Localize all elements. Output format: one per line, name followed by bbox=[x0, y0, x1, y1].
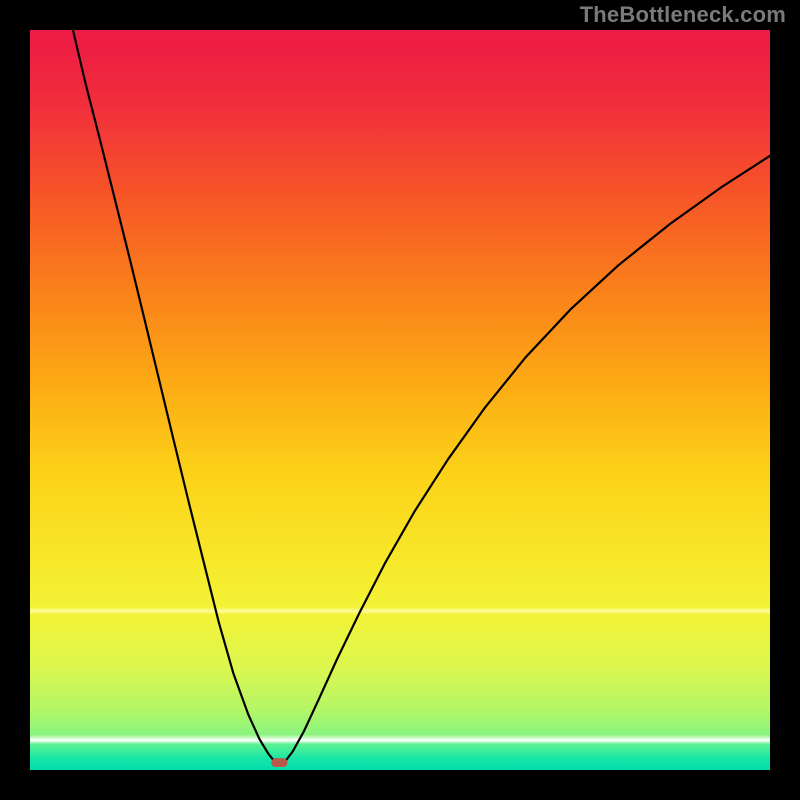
bottleneck-chart-svg bbox=[30, 30, 770, 770]
chart-container: { "watermark": "TheBottleneck.com", "cha… bbox=[0, 0, 800, 800]
plot-area bbox=[30, 30, 770, 770]
gradient-background bbox=[30, 30, 770, 770]
watermark-text: TheBottleneck.com bbox=[580, 2, 786, 28]
minimum-marker bbox=[271, 758, 287, 767]
